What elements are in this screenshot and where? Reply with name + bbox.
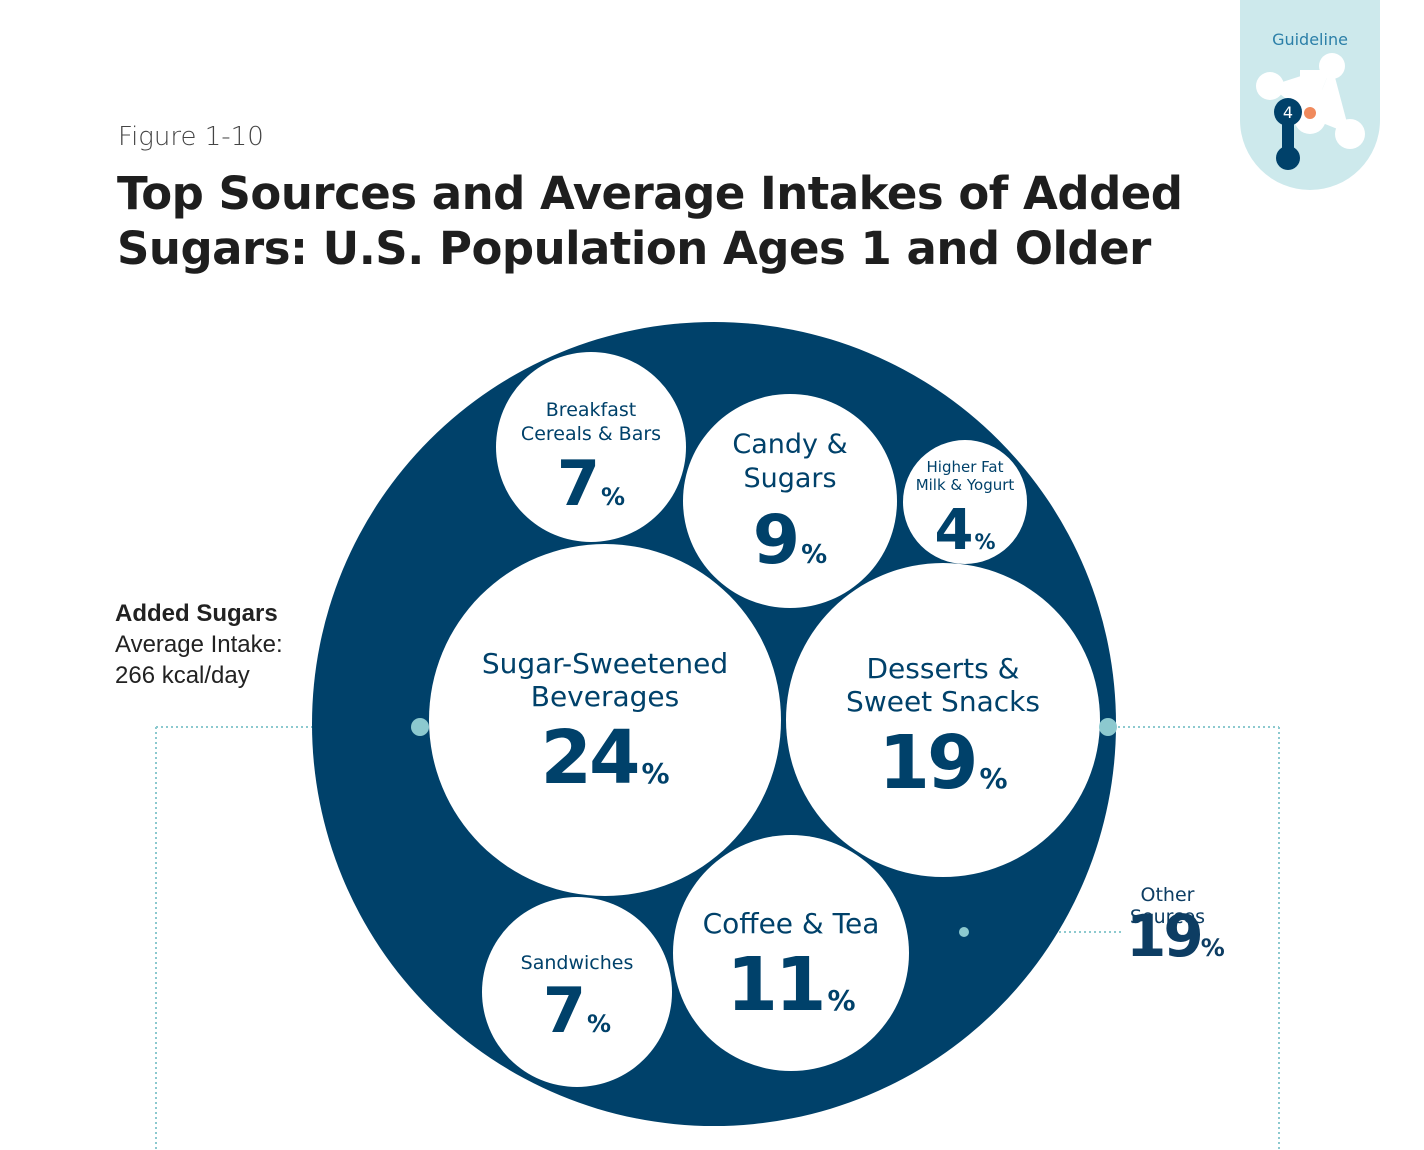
average-intake-box: Added Sugars Average Intake: 266 kcal/da…: [115, 598, 283, 691]
bubble-label: Cereals & Bars: [521, 423, 661, 445]
bubble-label: Desserts &: [866, 652, 1019, 685]
other-sources-label: Other Sources: [1129, 884, 1206, 928]
bubble-value: 11%: [726, 942, 855, 1028]
average-intake-heading: Added Sugars: [115, 600, 278, 627]
other-sources-number: 19: [1126, 902, 1204, 970]
bubble-label: Higher Fat: [927, 458, 1004, 476]
bubble-value: 4%: [934, 498, 995, 563]
bubble-label: Coffee & Tea: [703, 907, 880, 940]
bubble-label: Beverages: [531, 680, 680, 713]
orange-dot: [1304, 107, 1316, 119]
guide-dot: [1099, 718, 1117, 736]
guide-dot: [411, 718, 429, 736]
guideline-label: Guideline: [1272, 30, 1348, 49]
percent-sign: %: [1200, 934, 1225, 962]
bubble-4: [786, 563, 1100, 877]
bubble-label: Milk & Yogurt: [916, 476, 1015, 494]
bubble-value: 9%: [753, 501, 827, 580]
guideline-badge: Guideline 4: [1240, 0, 1380, 190]
average-intake-label: Average Intake:: [115, 631, 283, 658]
bubble-value: 24%: [540, 715, 669, 801]
bubble-6: [482, 897, 672, 1087]
bubble-label: Candy &: [732, 429, 847, 460]
bubble-label: Sweet Snacks: [846, 685, 1040, 718]
bubble-1: [683, 394, 897, 608]
figure-label: Figure 1-10: [118, 122, 264, 152]
bubble-label: Sugars: [743, 463, 836, 494]
bubble-0: [496, 352, 686, 542]
bubble-value: 7%: [543, 974, 611, 1047]
bubble-value: 7%: [557, 447, 625, 520]
chart-title: Top Sources and Average Intakes of Added…: [117, 167, 1183, 275]
guide-dot: [959, 927, 969, 937]
bubble-value: 19%: [878, 720, 1007, 806]
molecule-icon: 4: [1256, 53, 1365, 170]
bubble-3: [429, 544, 781, 896]
average-intake-value: 266 kcal/day: [115, 662, 250, 689]
guideline-number: 4: [1283, 103, 1293, 122]
bubble-5: [673, 835, 909, 1071]
bubble-label: Breakfast: [546, 399, 636, 421]
bubble-2: [903, 440, 1027, 564]
bubble-label: Sugar-Sweetened: [482, 647, 728, 680]
other-sources-value: 19%: [1126, 902, 1225, 970]
bubble-label: Sandwiches: [521, 952, 634, 974]
